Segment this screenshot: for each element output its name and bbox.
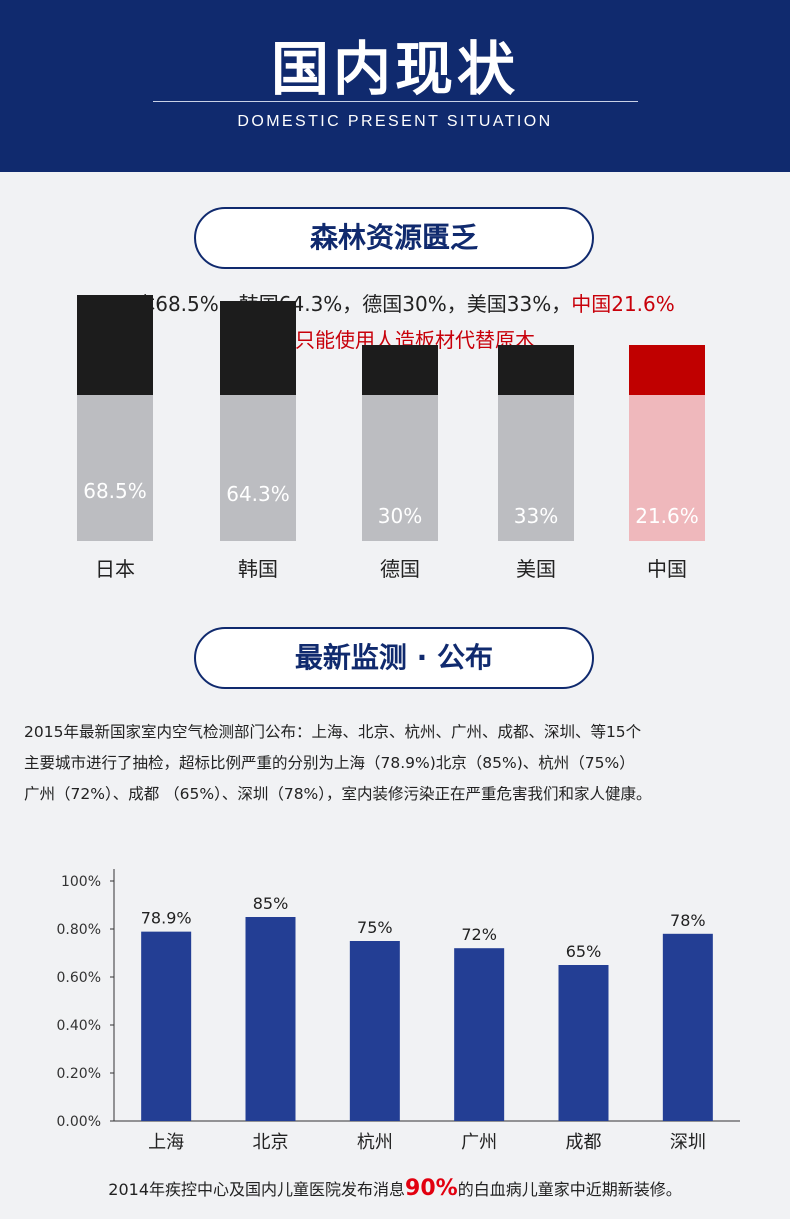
y-tick-label: 100% xyxy=(61,874,101,890)
forest-bar xyxy=(629,345,705,395)
header-divider xyxy=(153,101,638,102)
city-category-label: 广州 xyxy=(461,1132,497,1153)
forest-bar-value: 33% xyxy=(513,504,559,528)
section-forest-title: 森林资源匮乏 xyxy=(194,207,594,269)
city-bar-value: 78.9% xyxy=(141,909,192,928)
city-category-label: 北京 xyxy=(253,1132,289,1153)
city-bar-value: 72% xyxy=(461,925,497,944)
forest-bar-country: 韩国 xyxy=(238,557,278,581)
city-bar-value: 85% xyxy=(253,894,289,913)
forest-bar-background xyxy=(77,395,153,541)
forest-bar-value: 21.6% xyxy=(635,504,699,528)
city-category-label: 上海 xyxy=(148,1132,184,1153)
city-bar xyxy=(558,965,609,1121)
forest-bar-country: 美国 xyxy=(516,557,556,581)
footer-text: 2014年疾控中心及国内儿童医院发布消息 xyxy=(108,1180,406,1199)
forest-bar-value: 64.3% xyxy=(226,482,290,507)
city-bar xyxy=(349,941,400,1121)
footer-highlight: 90% xyxy=(405,1176,458,1201)
paragraph-line: 2015年最新国家室内空气检测部门公布：上海、北京、杭州、广州、成都、深圳、等1… xyxy=(24,723,642,741)
y-tick-label: 0.80% xyxy=(57,922,101,938)
footer-note: 2014年疾控中心及国内儿童医院发布消息90%的白血病儿童家中近期新装修。 xyxy=(0,1176,790,1201)
city-category-label: 成都 xyxy=(566,1132,602,1153)
footer-text-end: 的白血病儿童家中近期新装修。 xyxy=(457,1180,682,1199)
paragraph-line: 主要城市进行了抽检，超标比例严重的分别为上海（78.9%)北京（85%)、杭州（… xyxy=(24,754,635,772)
city-pollution-chart: 0.00% 0.20% 0.40% 0.60% 0.80% 100% 78.9% 上海 85% 北… xyxy=(57,869,740,1153)
city-bar xyxy=(454,948,505,1121)
paragraph-line: 广州（72%）、成都 （65%）、深圳（78%），室内装修污染正在严重危害我们和… xyxy=(24,785,652,803)
forest-bar-background xyxy=(220,395,296,541)
forest-bar-country: 德国 xyxy=(380,557,420,581)
section-monitor-title: 最新监测 · 公布 xyxy=(194,627,594,689)
forest-bar-country: 日本 xyxy=(95,557,135,581)
forest-summary-text: 日本68.5%，韩国64.3%，德国30%，美国33%， xyxy=(115,292,572,316)
forest-bar-background xyxy=(362,395,438,541)
forest-bar-value: 30% xyxy=(377,504,423,528)
forest-bar-country: 中国 xyxy=(647,557,687,581)
forest-summary-china: 中国21.6% xyxy=(571,292,675,316)
y-tick-label: 0.20% xyxy=(57,1066,101,1082)
city-bar xyxy=(662,933,713,1121)
page-subtitle: DOMESTIC PRESENT SITUATION xyxy=(237,113,553,130)
forest-bar-background xyxy=(629,395,705,541)
forest-bar xyxy=(362,345,438,395)
forest-bar-background xyxy=(498,395,574,541)
forest-bar xyxy=(498,345,574,395)
city-category-label: 深圳 xyxy=(670,1132,706,1153)
y-tick-label: 0.00% xyxy=(57,1114,101,1130)
city-category-label: 杭州 xyxy=(357,1132,393,1153)
forest-bar xyxy=(77,295,153,395)
header-banner: 国内现状 DOMESTIC PRESENT SITUATION xyxy=(0,0,790,172)
city-bar-value: 75% xyxy=(357,918,393,937)
monitor-paragraph: 2015年最新国家室内空气检测部门公布：上海、北京、杭州、广州、成都、深圳、等1… xyxy=(24,717,784,810)
city-bar xyxy=(245,917,296,1121)
city-bar xyxy=(141,931,192,1121)
forest-bar xyxy=(220,301,296,395)
forest-bar-value: 68.5% xyxy=(83,478,147,503)
city-bar-value: 78% xyxy=(670,911,706,930)
y-tick-label: 0.40% xyxy=(57,1018,101,1034)
y-tick-label: 0.60% xyxy=(57,970,101,986)
page-title: 国内现状 xyxy=(270,35,519,103)
forest-summary: 日本68.5%，韩国64.3%，德国30%，美国33%，中国21.6% xyxy=(0,288,790,317)
city-bar-value: 65% xyxy=(566,942,602,961)
